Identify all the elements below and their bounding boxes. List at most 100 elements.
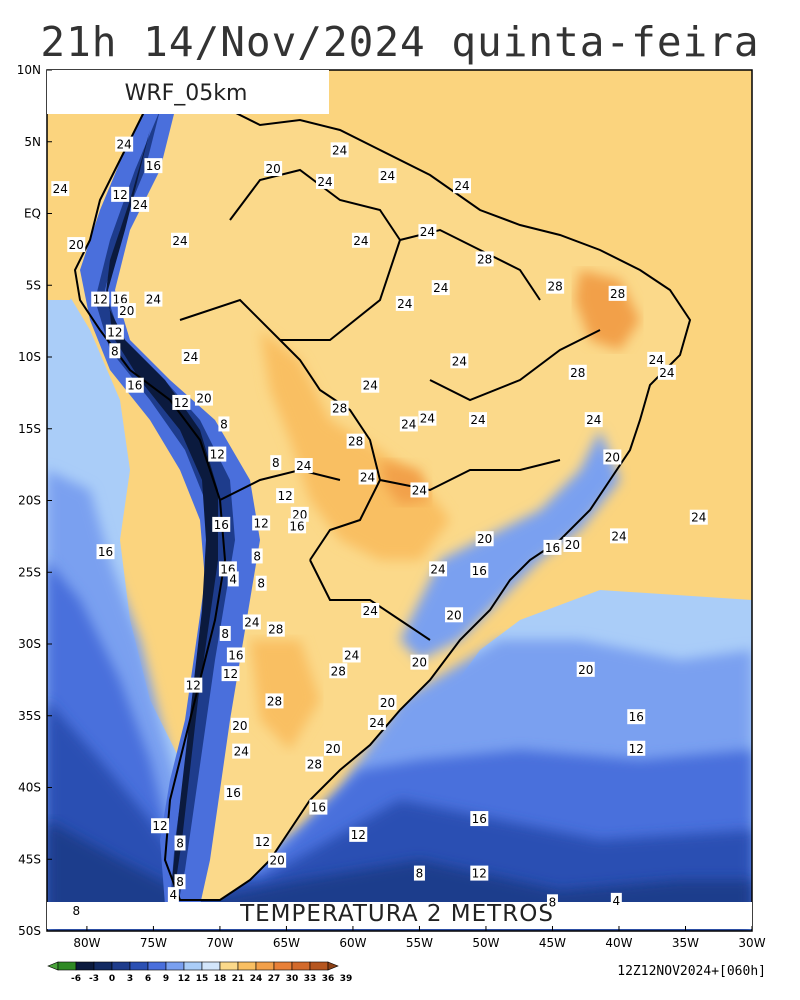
contour-label: 16 (289, 519, 304, 533)
contour-label-bg (290, 506, 309, 522)
contour-label: 24 (172, 234, 187, 248)
colorbar-swatch (147, 961, 167, 971)
contour-label-bg (346, 433, 365, 449)
contour-label-bg (627, 709, 646, 725)
colorbar-arrow-left (47, 961, 59, 971)
colorbar-tick-label: 30 (286, 974, 299, 984)
contour-label: 24 (470, 413, 485, 427)
contour-label: 12 (223, 667, 238, 681)
contour-label: 24 (401, 417, 416, 431)
contour-label: 16 (228, 648, 243, 662)
contour-label-bg (276, 488, 295, 504)
contour-label: 12 (629, 742, 644, 756)
colorbar: -6 -3 0 3 6 9 12 15 18 21 24 27 30 33 36 39 (47, 961, 352, 984)
lat-tick-label: 40S (18, 781, 41, 795)
contour-label-bg (105, 324, 124, 340)
contour-label: 24 (332, 143, 347, 157)
andes-cold-outer (80, 100, 260, 905)
contour-label-bg (252, 515, 271, 531)
colorbar-tick-label: 21 (232, 974, 245, 984)
contour-label: 4 (613, 894, 621, 908)
contour-label-bg (224, 785, 243, 801)
andes-cold-inner (95, 110, 235, 905)
contour-label: 24 (363, 379, 378, 393)
contour-label: 20 (565, 538, 580, 552)
colorbar-tick-label: 3 (127, 974, 133, 984)
contour-label: 28 (610, 287, 625, 301)
field-label: TEMPERATURA 2 METROS (239, 901, 554, 927)
contour-label: 24 (430, 562, 445, 576)
contour-label-bg (349, 826, 368, 842)
colorbar-tick-label: -6 (71, 974, 81, 984)
contour-label-bg (450, 353, 469, 369)
contour-label: 12 (472, 867, 487, 881)
contour-label-bg (689, 509, 708, 525)
contour-label-bg (342, 647, 361, 663)
contour-label-bg (242, 614, 261, 630)
contour-label-bg (361, 377, 380, 393)
contour-label-bg (111, 186, 130, 202)
contour-label: 24 (344, 648, 359, 662)
lon-tick-label: 65W (273, 936, 300, 950)
contour-label-bg (453, 178, 472, 194)
contour-label-bg (51, 181, 70, 197)
colorbar-tick-label: 9 (163, 974, 169, 984)
contour-label-bg (445, 607, 464, 623)
lat-tick-label: 35S (18, 709, 41, 723)
contour-label: 28 (267, 694, 282, 708)
contour-label: 20 (265, 162, 280, 176)
contour-label: 8 (111, 344, 119, 358)
contour-label-bg (378, 694, 397, 710)
contour-label: 4 (170, 888, 178, 902)
contour-label-bg (609, 528, 628, 544)
lon-tick-label: 40W (605, 936, 632, 950)
contour-label: 8 (272, 456, 280, 470)
contour-label-bg (294, 458, 313, 474)
contour-label: 24 (659, 366, 674, 380)
contour-label-bg (367, 714, 386, 730)
colorbar-swatch (57, 961, 77, 971)
contour-label-bg (358, 469, 377, 485)
colorbar-swatch (75, 961, 95, 971)
contour-label-bg (657, 364, 676, 380)
contour-label-bg (316, 173, 335, 189)
lat-tick-label: 5N (24, 135, 41, 149)
contour-label: 24 (244, 615, 259, 629)
contour-label: 16 (472, 812, 487, 826)
colorbar-arrow-right (327, 961, 339, 971)
colorbar-tick-label: -3 (89, 974, 99, 984)
colorbar-swatch (255, 961, 275, 971)
contour-label: 8 (72, 904, 80, 918)
contour-label: 8 (221, 627, 229, 641)
contour-label-bg (218, 416, 230, 432)
colorbar-tick-label: 0 (109, 974, 115, 984)
lon-tick-label: 35W (672, 936, 699, 950)
contour-label-bg (603, 449, 622, 465)
contour-label: 24 (146, 293, 161, 307)
contour-label-bg (172, 394, 191, 410)
colorbar-tick-label: 36 (322, 974, 335, 984)
lat-tick-label: 15S (18, 422, 41, 436)
land-hotspot-argentina (250, 640, 320, 750)
lon-tick-label: 45W (539, 936, 566, 950)
contour-label: 24 (369, 716, 384, 730)
contour-label-bg (226, 647, 245, 663)
contour-label-bg (115, 136, 134, 152)
contour-label: 8 (220, 417, 228, 431)
contour-label-bg (361, 602, 380, 618)
contour-label: 12 (255, 835, 270, 849)
contour-label: 8 (176, 836, 184, 850)
colorbar-swatch (129, 961, 149, 971)
contour-label: 12 (174, 396, 189, 410)
contour-label-bg (174, 835, 186, 851)
contour-label-bg (181, 349, 200, 364)
contour-label-bg (470, 865, 489, 881)
contour-label-bg (330, 142, 349, 158)
map-field (47, 70, 752, 931)
contour-label-bg (253, 834, 272, 850)
contour-label: 28 (348, 435, 363, 449)
land-cool-se (400, 430, 620, 660)
contour-label-bg (475, 251, 494, 267)
page-title: 21h 14/Nov/2024 quinta-feira (40, 18, 760, 66)
contour-label: 24 (649, 353, 664, 367)
